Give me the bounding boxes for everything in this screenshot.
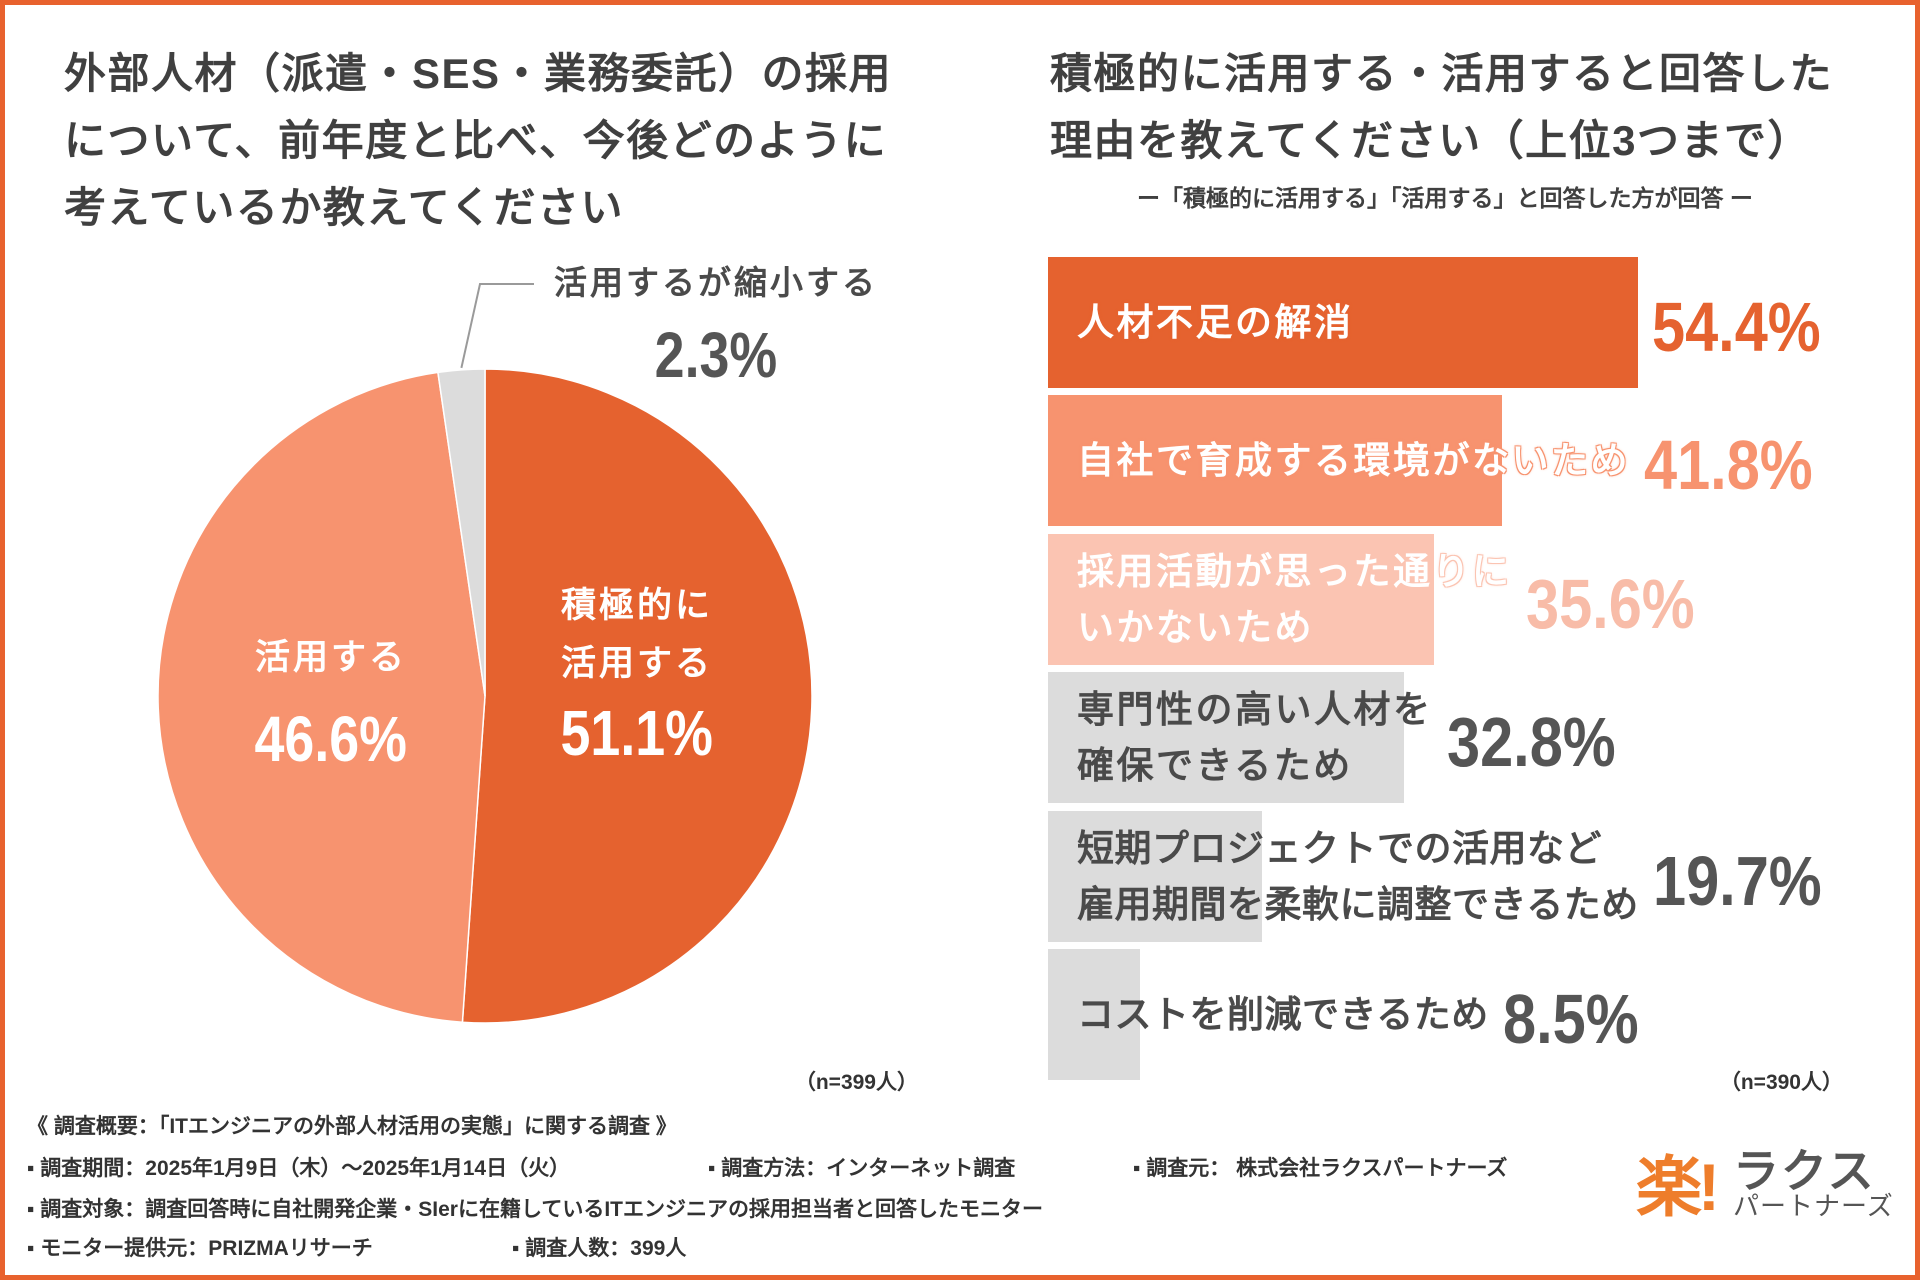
- pie-label-reduce-line-1: 活用するが縮小する: [554, 264, 878, 301]
- pie-label-active-use: 積極的に 活用する 51.1%: [487, 577, 787, 768]
- pie-label-use: 活用する 46.6%: [181, 629, 481, 774]
- bar-value-3: 35.6%: [1525, 564, 1695, 643]
- bar-label-4: 専門性の高い人材を 確保できるため: [1077, 682, 1433, 794]
- survey-period: ▪ 調査期間：2025年1月9日（木）～2025年1月14日（火）: [27, 1157, 571, 1180]
- bar-value-6: 8.5%: [1502, 979, 1639, 1058]
- bar-row-6: コストを削減できるため 8.5%: [1048, 949, 1908, 1080]
- bar-row-3: 採用活動が思った通りに いかないため 35.6%: [1048, 534, 1908, 665]
- bar-4: [1048, 672, 1404, 803]
- bar-label-2-line-1: 自社で育成する環境がないため: [1077, 439, 1630, 481]
- bar-2: [1048, 395, 1502, 526]
- bar-6: [1048, 949, 1141, 1080]
- bar-label-4-line-1: 専門性の高い人材を: [1077, 688, 1433, 730]
- bar-label-5-line-1: 短期プロジェクトでの活用など: [1077, 827, 1602, 869]
- bar-label-6: コストを削減できるため: [1077, 987, 1489, 1043]
- bar-label-6-line-1: コストを削減できるため: [1077, 993, 1489, 1035]
- bar-label-2: 自社で育成する環境がないため: [1077, 433, 1630, 489]
- pie-title-line-3: 考えているか教えてください: [64, 184, 625, 231]
- pie-chart: [157, 283, 813, 1024]
- company-logo-name: ラクス: [1733, 1145, 1876, 1197]
- survey-respondents: ▪ 調査人数：399人: [512, 1237, 687, 1260]
- bar-row-1: 人材不足の解消 54.4%: [1048, 257, 1908, 388]
- bar-3: [1048, 534, 1435, 665]
- survey-summary-heading: 《 調査概要：「ITエンジニアの外部人材活用の実態」に関する調査 》: [27, 1115, 677, 1138]
- pie-chart-title: 外部人材（派遣・SES・業務委託）の採用 について、前年度と比べ、今後どのように…: [64, 40, 892, 241]
- pie-slice-active-use: [461, 368, 813, 1024]
- bar-title-line-1: 積極的に活用する・活用すると回答した: [1050, 50, 1834, 97]
- bar-value-5: 19.7%: [1652, 841, 1822, 920]
- survey-source: ▪ 調査元： 株式会社ラクスパートナーズ: [1133, 1157, 1508, 1180]
- survey-method: ▪ 調査方法：インターネット調査: [708, 1157, 1016, 1180]
- bar-value-2: 41.8%: [1644, 425, 1813, 504]
- bar-5: [1048, 811, 1262, 942]
- pie-leader-line: [460, 283, 534, 369]
- bar-label-3-line-1: 採用活動が思った通りに: [1077, 550, 1512, 592]
- bar-sample-size: （n=390人）: [1719, 1071, 1843, 1094]
- bar-label-3: 採用活動が思った通りに いかないため: [1077, 544, 1512, 656]
- survey-target: ▪ 調査対象：調査回答時に自社開発企業・SIerに在籍しているITエンジニアの採…: [27, 1198, 1043, 1221]
- pie-title-line-1: 外部人材（派遣・SES・業務委託）の採用: [64, 50, 893, 97]
- pie-value-active-use: 51.1%: [560, 697, 714, 769]
- bar-label-3-line-2: いかないため: [1077, 606, 1314, 648]
- pie-label-use-line-1: 活用する: [254, 638, 407, 677]
- bar-label-1: 人材不足の解消: [1077, 295, 1638, 351]
- survey-panel-provider: ▪ モニター提供元：PRIZMAリサーチ: [27, 1237, 373, 1260]
- company-logo-subname: パートナーズ: [1733, 1191, 1894, 1221]
- company-logo-mark: 楽!: [1636, 1150, 1720, 1224]
- pie-slice-use: [157, 371, 486, 1024]
- pie-label-reduce: 活用するが縮小する 2.3%: [466, 258, 966, 390]
- bar-row-5: 短期プロジェクトでの活用など 雇用期間を柔軟に調整できるため 19.7%: [1048, 811, 1908, 942]
- bar-row-4: 専門性の高い人材を 確保できるため 32.8%: [1048, 672, 1908, 803]
- bar-row-2: 自社で育成する環境がないため 41.8%: [1048, 395, 1908, 526]
- pie-label-active-use-line-1: 積極的に: [560, 586, 713, 625]
- pie-label-active-use-line-2: 活用する: [560, 644, 713, 683]
- pie-value-reduce: 2.3%: [654, 319, 778, 391]
- pie-sample-size: （n=399人）: [794, 1071, 918, 1094]
- bar-label-4-line-2: 確保できるため: [1077, 744, 1353, 786]
- pie-value-use: 46.6%: [254, 703, 408, 775]
- bar-1: [1048, 257, 1639, 388]
- pie-title-line-2: について、前年度と比べ、今後どのように: [64, 117, 888, 164]
- bar-chart-subtitle: ー「積極的に活用する」「活用する」と回答した方が回答 ー: [1137, 185, 1753, 211]
- bar-value-4: 32.8%: [1446, 702, 1616, 781]
- bar-label-1-line-1: 人材不足の解消: [1077, 301, 1354, 343]
- bar-label-5: 短期プロジェクトでの活用など 雇用期間を柔軟に調整できるため: [1077, 821, 1639, 933]
- pie-slice-reduce: [437, 368, 486, 697]
- bar-title-line-2: 理由を教えてください（上位3つまで）: [1050, 117, 1811, 164]
- bar-chart-title: 積極的に活用する・活用すると回答した 理由を教えてください（上位3つまで）: [1050, 40, 1833, 174]
- bar-label-5-line-2: 雇用期間を柔軟に調整できるため: [1077, 883, 1639, 925]
- bar-value-1: 54.4%: [1652, 287, 1821, 366]
